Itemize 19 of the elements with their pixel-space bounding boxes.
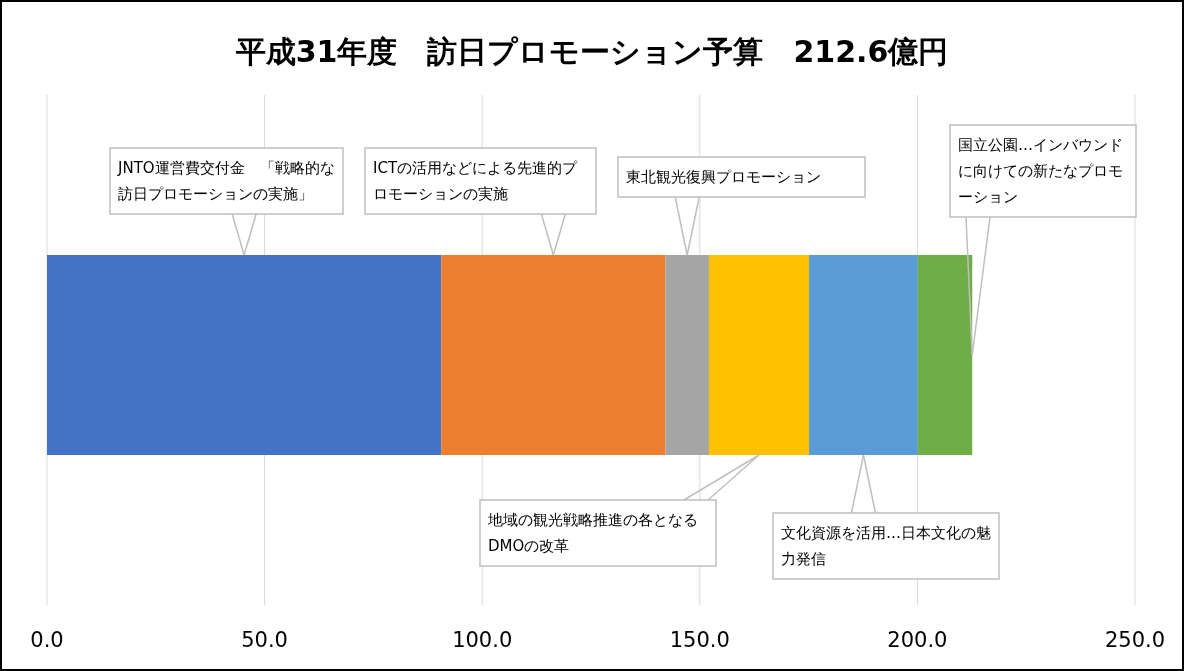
text: 国立公園…インバウンドに向けての新たなプロモーション	[958, 136, 1123, 206]
text: 東北観光復興プロモーション	[626, 168, 821, 186]
x-tick-label: 250.0	[1104, 628, 1166, 652]
x-tick-label: 150.0	[669, 628, 730, 652]
text: 文化資源を活用…日本文化の魅力発信	[781, 524, 991, 568]
text: ICTの活用などによる先進的プロモーションの実施	[373, 159, 579, 203]
bar	[441, 255, 666, 455]
chart-title: 平成31年度 訪日プロモーション予算 212.6億円	[234, 34, 949, 69]
bar	[809, 255, 918, 455]
bar	[917, 255, 973, 455]
x-tick-label: 50.0	[241, 628, 288, 652]
bar	[708, 255, 810, 455]
bar	[665, 255, 709, 455]
x-tick-label: 200.0	[887, 628, 948, 652]
x-tick-label: 0.0	[30, 628, 64, 652]
text: 地域の観光戦略推進の各となるDMOの改革	[487, 511, 698, 555]
text: JNTO運営費交付金 「戦略的な訪日プロモーションの実施」	[117, 159, 335, 203]
x-tick-label: 100.0	[452, 628, 513, 652]
bar	[47, 255, 442, 455]
